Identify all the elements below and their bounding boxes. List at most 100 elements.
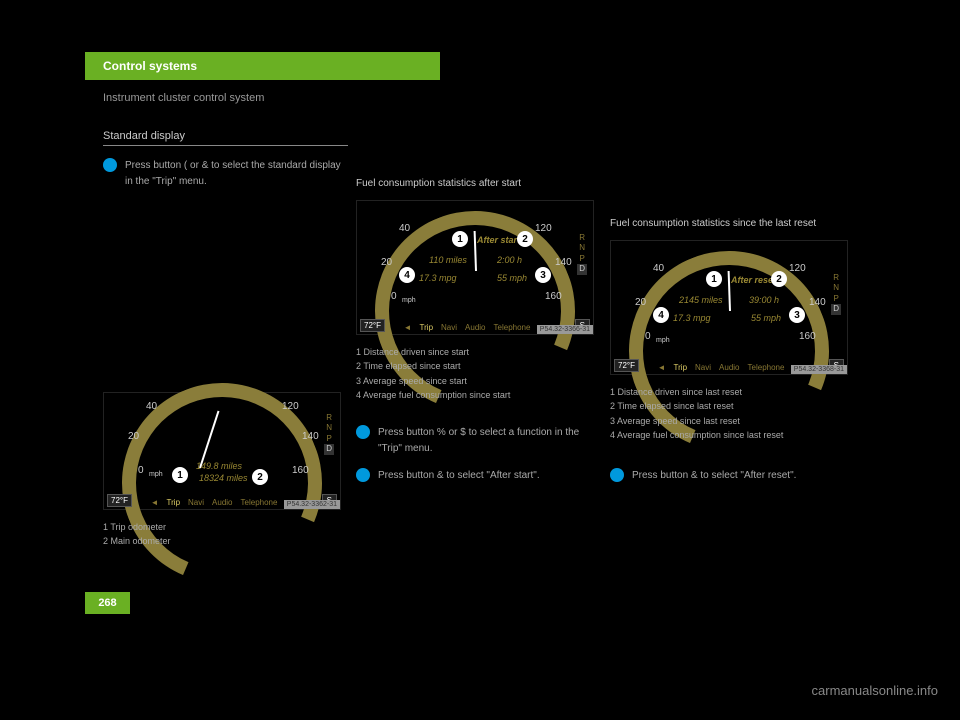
- scale-40: 40: [399, 223, 410, 234]
- gear-indicator: R N P D: [324, 413, 334, 455]
- scale-0: 0: [391, 291, 397, 302]
- scale-0: 0: [138, 465, 144, 476]
- gear-d: D: [577, 264, 587, 274]
- gear-p: P: [831, 294, 841, 304]
- section-divider: [103, 145, 348, 146]
- gauge-after-start: 0 20 40 120 140 160 After start 110 mile…: [356, 200, 594, 335]
- gauge-after-reset: 0 20 40 120 140 160 After reset 2145 mil…: [610, 240, 848, 375]
- tab-navi: Navi: [188, 498, 204, 507]
- stats-title: After start: [477, 235, 520, 245]
- scale-120: 120: [789, 263, 806, 274]
- tab-arrow-left: ◄: [404, 323, 412, 332]
- gauge-standard-display: 0 20 40 120 140 160 149.8 miles 18324 mi…: [103, 392, 341, 510]
- instruction-text-3: Press button & to select "After start".: [378, 468, 598, 484]
- bullet-icon: [356, 425, 370, 439]
- legend-1: 1 Trip odometer 2 Main odometer: [103, 520, 171, 549]
- distance: 110 miles: [429, 255, 467, 265]
- tab-telephone: Telephone: [241, 498, 278, 507]
- scale-140: 140: [555, 257, 572, 268]
- gear-p: P: [577, 254, 587, 264]
- callout-2: 2: [517, 231, 533, 247]
- image-id: P54.32-3362-31: [284, 500, 340, 509]
- gear-n: N: [577, 243, 587, 253]
- tab-audio: Audio: [465, 323, 485, 332]
- header-title: Control systems: [103, 59, 197, 73]
- mph-label: mph: [149, 471, 163, 478]
- tab-audio: Audio: [212, 498, 232, 507]
- tab-arrow-left: ◄: [151, 498, 159, 507]
- main-odometer: 18324 miles: [199, 473, 248, 483]
- gear-n: N: [831, 283, 841, 293]
- mph-label: mph: [402, 297, 416, 304]
- gauge-ring: [92, 353, 352, 613]
- scale-0: 0: [645, 331, 651, 342]
- mpg: 17.3 mpg: [419, 273, 457, 283]
- time: 39:00 h: [749, 295, 779, 305]
- gear-p: P: [324, 434, 334, 444]
- tab-telephone: Telephone: [494, 323, 531, 332]
- time: 2:00 h: [497, 255, 522, 265]
- scale-20: 20: [128, 431, 139, 442]
- speed: 55 mph: [751, 313, 781, 323]
- tab-telephone: Telephone: [748, 363, 785, 372]
- mpg: 17.3 mpg: [673, 313, 711, 323]
- column-title-3: Fuel consumption statistics since the la…: [610, 218, 816, 229]
- gear-r: R: [577, 233, 587, 243]
- callout-2: 2: [771, 271, 787, 287]
- scale-160: 160: [799, 331, 816, 342]
- gear-n: N: [324, 423, 334, 433]
- bullet-icon: [356, 468, 370, 482]
- speed: 55 mph: [497, 273, 527, 283]
- callout-4: 4: [399, 267, 415, 283]
- callout-2: 2: [252, 469, 268, 485]
- scale-20: 20: [635, 297, 646, 308]
- tab-audio: Audio: [719, 363, 739, 372]
- gear-r: R: [831, 273, 841, 283]
- gear-indicator: R N P D: [577, 233, 587, 275]
- page-number: 268: [85, 592, 130, 614]
- image-id: P54.32-3368-31: [791, 365, 847, 374]
- instruction-text-1: Press button ( or & to select the standa…: [125, 158, 345, 190]
- scale-160: 160: [292, 465, 309, 476]
- callout-4: 4: [653, 307, 669, 323]
- header-subtitle: Instrument cluster control system: [103, 92, 264, 104]
- callout-1: 1: [452, 231, 468, 247]
- distance: 2145 miles: [679, 295, 723, 305]
- mph-label: mph: [656, 337, 670, 344]
- gear-r: R: [324, 413, 334, 423]
- scale-120: 120: [282, 401, 299, 412]
- gear-d: D: [831, 304, 841, 314]
- tab-navi: Navi: [441, 323, 457, 332]
- callout-3: 3: [789, 307, 805, 323]
- legend-3: 1 Distance driven since last reset 2 Tim…: [610, 385, 783, 443]
- scale-140: 140: [302, 431, 319, 442]
- bullet-icon: [610, 468, 624, 482]
- gear-d: D: [324, 444, 334, 454]
- callout-1: 1: [172, 467, 188, 483]
- scale-140: 140: [809, 297, 826, 308]
- scale-160: 160: [545, 291, 562, 302]
- image-id: P54.32-3366-31: [537, 325, 593, 334]
- scale-20: 20: [381, 257, 392, 268]
- bullet-icon: [103, 158, 117, 172]
- stats-title: After reset: [731, 275, 776, 285]
- instruction-text-4: Press button & to select "After reset".: [632, 468, 852, 484]
- watermark: carmanualsonline.info: [812, 683, 938, 698]
- scale-40: 40: [653, 263, 664, 274]
- scale-120: 120: [535, 223, 552, 234]
- callout-3: 3: [535, 267, 551, 283]
- tab-trip: Trip: [674, 363, 687, 372]
- tab-arrow-left: ◄: [658, 363, 666, 372]
- instruction-text-2: Press button % or $ to select a function…: [378, 425, 598, 457]
- gear-indicator: R N P D: [831, 273, 841, 315]
- tab-trip: Trip: [420, 323, 433, 332]
- header-bar: Control systems: [85, 52, 440, 80]
- trip-odometer: 149.8 miles: [196, 461, 242, 471]
- scale-40: 40: [146, 401, 157, 412]
- column-title-2: Fuel consumption statistics after start: [356, 178, 521, 189]
- tab-navi: Navi: [695, 363, 711, 372]
- section-title: Standard display: [103, 130, 185, 142]
- tab-trip: Trip: [167, 498, 180, 507]
- callout-1: 1: [706, 271, 722, 287]
- legend-2: 1 Distance driven since start 2 Time ela…: [356, 345, 510, 403]
